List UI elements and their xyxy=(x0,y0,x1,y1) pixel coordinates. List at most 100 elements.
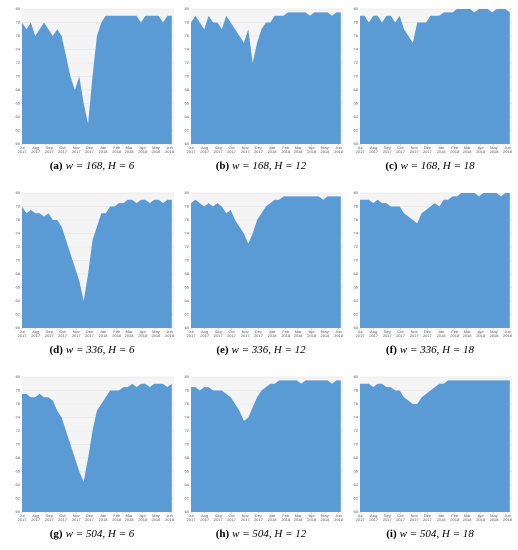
x-tick-label: Feb 2018 xyxy=(450,329,460,339)
y-tick-label: 66 xyxy=(185,101,190,106)
x-tick-label: Apr 2018 xyxy=(476,145,486,155)
y-tick-label: 80 xyxy=(185,6,190,11)
y-tick-label: 76 xyxy=(354,33,359,38)
x-tick-label: Jun 2018 xyxy=(165,513,175,523)
x-tick-label: Jun 2018 xyxy=(503,513,513,523)
x-tick-label: Mar 2018 xyxy=(462,329,472,339)
chart: 60 62 64 66 68 70 72 74 76 78 80 xyxy=(354,190,512,330)
y-tick-label: 80 xyxy=(354,190,359,195)
y-tick-label: 78 xyxy=(185,20,190,25)
x-tick-label: Jun 2018 xyxy=(334,145,344,155)
y-tick-label: 60 xyxy=(354,325,359,330)
x-tick-label: Sep 2017 xyxy=(213,329,223,339)
x-tick-label: Jan 2018 xyxy=(267,145,277,155)
x-tick-label: Mar 2018 xyxy=(124,513,134,523)
x-tick-label: Sep 2017 xyxy=(44,329,54,339)
y-tick-label: 62 xyxy=(185,128,190,133)
chart-panel: 60 62 64 66 68 70 72 74 76 78 80 Jul 2017 Aug 2017 Se… xyxy=(8,372,176,550)
y-tick-label: 66 xyxy=(354,101,359,106)
x-tick-label: Apr 2018 xyxy=(138,329,148,339)
x-tick-label: May 2018 xyxy=(320,145,330,155)
caption: (i) w = 504, H = 18 xyxy=(346,528,514,540)
caption-label: (b) xyxy=(215,160,230,172)
x-tick-label: Oct 2017 xyxy=(396,145,405,155)
x-tick-label: Dec 2017 xyxy=(84,145,94,155)
area xyxy=(191,196,341,328)
x-tick-label: Mar 2018 xyxy=(293,145,303,155)
x-tick-label: Mar 2018 xyxy=(462,145,472,155)
x-tick-label: Jan 2018 xyxy=(436,329,446,339)
y-tick-label: 64 xyxy=(354,298,359,303)
chart-panel: 60 62 64 66 68 70 72 74 76 78 80 Jul 2017 Aug 2017 Se… xyxy=(8,4,176,187)
x-tick-label: Oct 2017 xyxy=(396,513,405,523)
y-tick-label: 76 xyxy=(16,217,21,222)
x-tick-label: Jul 2017 xyxy=(355,513,365,523)
x-tick-label: Dec 2017 xyxy=(253,329,263,339)
y-tick-label: 62 xyxy=(185,312,190,317)
y-tick-label: 62 xyxy=(16,496,21,501)
x-tick-label: Oct 2017 xyxy=(58,145,67,155)
y-tick-label: 66 xyxy=(354,469,359,474)
caption: (a) w = 168, H = 6 xyxy=(8,160,176,172)
y-tick-label: 80 xyxy=(185,190,190,195)
y-tick-label: 72 xyxy=(185,428,190,433)
x-tick-label: May 2018 xyxy=(151,145,161,155)
area xyxy=(360,380,510,512)
x-tick-label: Aug 2017 xyxy=(200,329,210,339)
y-tick-label: 76 xyxy=(185,401,190,406)
y-tick-label: 62 xyxy=(185,496,190,501)
y-tick-label: 68 xyxy=(354,271,359,276)
x-tick-label: Jan 2018 xyxy=(98,329,108,339)
x-tick-label: Sep 2017 xyxy=(44,145,54,155)
y-tick-label: 68 xyxy=(185,271,190,276)
x-tick-label: Sep 2017 xyxy=(382,145,392,155)
chart-panel: 60 62 64 66 68 70 72 74 76 78 80 Jul 2017 Aug 2017 Se… xyxy=(346,4,514,187)
y-tick-label: 80 xyxy=(16,190,21,195)
y-tick-label: 72 xyxy=(354,60,359,65)
caption: (h) w = 504, H = 12 xyxy=(177,528,345,540)
x-tick-label: Aug 2017 xyxy=(31,145,41,155)
area xyxy=(191,12,341,144)
x-tick-label: Dec 2017 xyxy=(422,145,432,155)
y-tick-label: 72 xyxy=(185,244,190,249)
x-tick-label: Sep 2017 xyxy=(382,329,392,339)
y-tick-label: 64 xyxy=(354,114,359,119)
x-tick-label: Sep 2017 xyxy=(213,145,223,155)
x-tick-label: Jan 2018 xyxy=(436,145,446,155)
x-tick-label: Feb 2018 xyxy=(112,329,122,339)
area xyxy=(22,383,172,512)
y-tick-label: 64 xyxy=(16,114,21,119)
y-tick-label: 80 xyxy=(354,374,359,379)
chart-panel: 60 62 64 66 68 70 72 74 76 78 80 Jul 2017 Aug 2017 Se… xyxy=(177,4,345,187)
caption-label: (c) xyxy=(385,160,398,172)
y-tick-label: 76 xyxy=(16,33,21,38)
y-tick-label: 78 xyxy=(16,204,21,209)
y-tick-label: 60 xyxy=(185,141,190,146)
x-tick-label: Apr 2018 xyxy=(476,513,486,523)
x-tick-label: Mar 2018 xyxy=(124,329,134,339)
y-tick-label: 72 xyxy=(354,244,359,249)
y-tick-label: 66 xyxy=(16,469,21,474)
y-tick-label: 60 xyxy=(354,141,359,146)
y-tick-label: 70 xyxy=(185,442,190,447)
x-tick-label: Sep 2017 xyxy=(382,513,392,523)
x-tick-label: Dec 2017 xyxy=(422,513,432,523)
x-tick-label: Oct 2017 xyxy=(227,329,236,339)
caption-label: (f) xyxy=(385,344,397,356)
caption-text: w = 504, H = 18 xyxy=(399,528,474,540)
y-tick-label: 76 xyxy=(185,217,190,222)
caption-text: w = 168, H = 12 xyxy=(232,160,307,172)
y-tick-label: 62 xyxy=(354,128,359,133)
caption-label: (i) xyxy=(386,528,397,540)
x-tick-label: Feb 2018 xyxy=(281,329,291,339)
x-tick-label: May 2018 xyxy=(151,513,161,523)
y-tick-label: 70 xyxy=(16,258,21,263)
x-tick-label: Nov 2017 xyxy=(240,329,250,339)
y-tick-label: 74 xyxy=(185,231,190,236)
x-tick-label: Sep 2017 xyxy=(44,513,54,523)
y-tick-label: 78 xyxy=(185,388,190,393)
x-tick-label: May 2018 xyxy=(320,329,330,339)
y-tick-label: 80 xyxy=(354,6,359,11)
caption: (b) w = 168, H = 12 xyxy=(177,160,345,172)
